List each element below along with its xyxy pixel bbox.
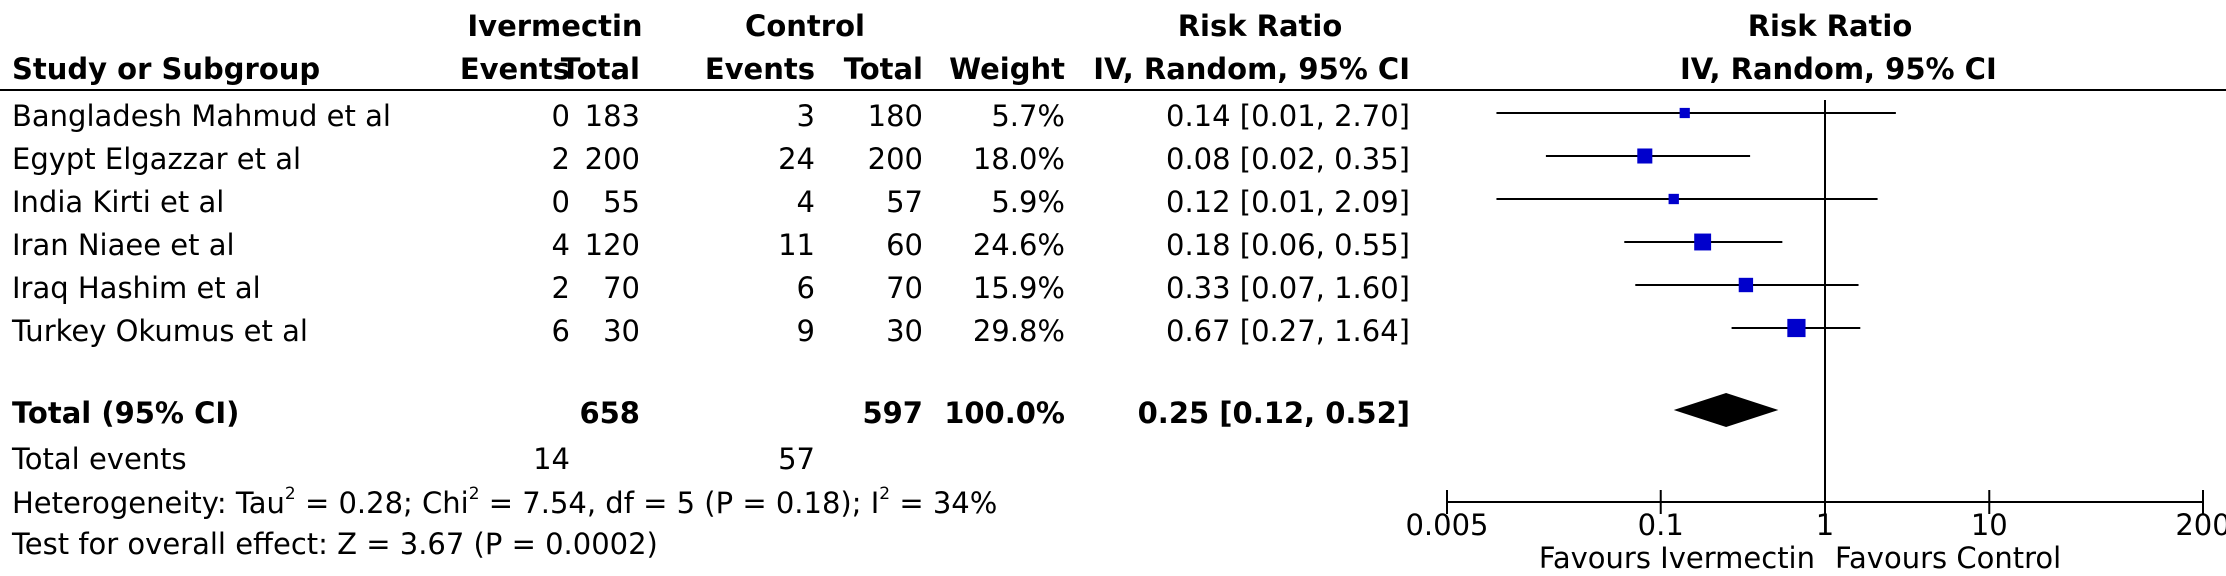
plot-method-header: IV, Random, 95% CI: [1680, 52, 1997, 86]
study-name: India Kirti et al: [12, 185, 225, 219]
total-weight: 100.0%: [944, 396, 1065, 430]
study-name: Turkey Okumus et al: [12, 314, 308, 348]
favours-right-label: Favours Control: [1835, 541, 2061, 575]
favours-left-label: Favours Ivermectin: [1539, 541, 1815, 575]
study-risk-ratio: 0.08 [0.02, 0.35]: [1166, 142, 1410, 176]
effect-square: [1668, 193, 1679, 205]
study-risk-ratio: 0.14 [0.01, 2.70]: [1166, 99, 1410, 133]
study-name: Egypt Elgazzar et al: [12, 142, 302, 176]
control-events: 9: [796, 314, 815, 348]
x-tick-label: 1: [1816, 508, 1834, 542]
heterogeneity-tau-value: = 0.28; Chi: [295, 486, 469, 520]
total-events-label: Total events: [12, 442, 187, 476]
control-events: 6: [796, 271, 815, 305]
pooled-risk-ratio: 0.25 [0.12, 0.52]: [1137, 396, 1410, 430]
ivermectin-events: 4: [551, 228, 570, 262]
ivermectin-total: 120: [584, 228, 640, 262]
heterogeneity-text: Heterogeneity: Tau2 = 0.28; Chi2 = 7.54,…: [12, 486, 998, 520]
overall-effect-text: Test for overall effect: Z = 3.67 (P = 0…: [12, 527, 658, 561]
ivermectin-events: 6: [551, 314, 570, 348]
header-rule: [0, 89, 2226, 91]
ivermectin-total-sum: 658: [579, 396, 640, 430]
ivermectin-events: 0: [551, 99, 570, 133]
heterogeneity-prefix: Heterogeneity: Tau: [12, 486, 285, 520]
events1-header: Events: [459, 52, 570, 86]
study-name: Iraq Hashim et al: [12, 271, 261, 305]
ivermectin-events: 2: [551, 271, 570, 305]
ivermectin-events: 2: [551, 142, 570, 176]
control-events: 11: [778, 228, 815, 262]
heterogeneity-i-value: = 34%: [890, 486, 998, 520]
ivermectin-events-sum: 14: [533, 442, 570, 476]
pooled-diamond: [1673, 393, 1779, 427]
control-events: 4: [796, 185, 815, 219]
control-total: 57: [886, 185, 923, 219]
study-weight: 5.9%: [991, 185, 1065, 219]
effect-square: [1637, 148, 1653, 164]
tau-superscript: 2: [284, 484, 296, 504]
ivermectin-total: 200: [584, 142, 640, 176]
heterogeneity-chi-value: = 7.54, df = 5 (P = 0.18); I: [479, 486, 880, 520]
plot-title: Risk Ratio: [1747, 9, 1913, 43]
effect-square: [1738, 277, 1754, 293]
chi-superscript: 2: [468, 484, 480, 504]
ivermectin-events: 0: [551, 185, 570, 219]
ivermectin-total: 30: [603, 314, 640, 348]
effect-square: [1787, 318, 1806, 338]
study-weight: 15.9%: [972, 271, 1065, 305]
control-total: 60: [886, 228, 923, 262]
control-total-sum: 597: [862, 396, 923, 430]
study-risk-ratio: 0.12 [0.01, 2.09]: [1166, 185, 1410, 219]
total1-header: Total: [560, 52, 640, 86]
x-tick-label: 0.1: [1638, 508, 1684, 542]
control-total: 70: [886, 271, 923, 305]
risk-ratio-header: Risk Ratio: [1177, 9, 1343, 43]
group2-header: Control: [745, 9, 865, 43]
study-column-header: Study or Subgroup: [12, 52, 321, 86]
i-superscript: 2: [879, 484, 891, 504]
total-label: Total (95% CI): [12, 396, 240, 430]
study-risk-ratio: 0.67 [0.27, 1.64]: [1166, 314, 1410, 348]
study-weight: 24.6%: [972, 228, 1065, 262]
study-name: Iran Niaee et al: [12, 228, 235, 262]
group1-header: Ivermectin: [467, 9, 643, 43]
study-risk-ratio: 0.18 [0.06, 0.55]: [1166, 228, 1410, 262]
control-events-sum: 57: [778, 442, 815, 476]
control-total: 180: [867, 99, 923, 133]
study-weight: 29.8%: [972, 314, 1065, 348]
effect-square: [1679, 107, 1690, 119]
study-weight: 5.7%: [991, 99, 1065, 133]
events2-header: Events: [704, 52, 815, 86]
control-total: 30: [886, 314, 923, 348]
study-name: Bangladesh Mahmud et al: [12, 99, 391, 133]
x-tick-label: 10: [1971, 508, 2008, 542]
ivermectin-total: 70: [603, 271, 640, 305]
rr-method-header: IV, Random, 95% CI: [1093, 52, 1410, 86]
total2-header: Total: [843, 52, 923, 86]
study-risk-ratio: 0.33 [0.07, 1.60]: [1166, 271, 1410, 305]
x-tick-label: 200: [2175, 508, 2226, 542]
x-tick-label: 0.005: [1405, 508, 1488, 542]
control-events: 24: [778, 142, 815, 176]
control-total: 200: [867, 142, 923, 176]
weight-header: Weight: [949, 52, 1065, 86]
study-weight: 18.0%: [972, 142, 1065, 176]
effect-square: [1694, 233, 1712, 251]
control-events: 3: [796, 99, 815, 133]
ivermectin-total: 55: [603, 185, 640, 219]
ivermectin-total: 183: [584, 99, 640, 133]
